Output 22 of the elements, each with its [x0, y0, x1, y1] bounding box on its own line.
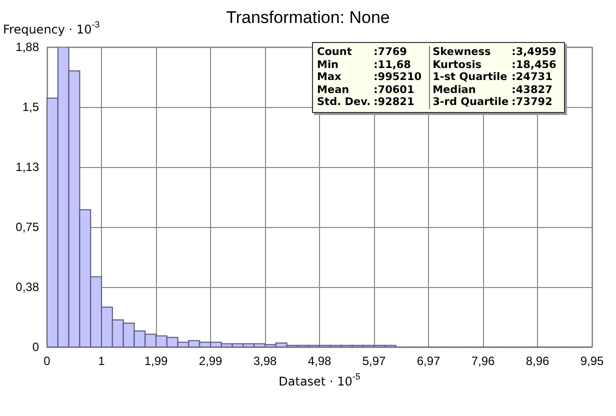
annotation: Std. Dev. :92821: [317, 96, 416, 108]
chart-title: Transformation: None: [226, 8, 390, 27]
x-tick-label: 4,98: [308, 354, 332, 368]
y-tick-label: 1,88: [16, 40, 40, 54]
x-tick-label: 2,99: [198, 354, 222, 368]
x-tick-label: 1,99: [144, 354, 168, 368]
x-tick-label: 8,96: [526, 354, 550, 368]
x-tick-label: 0: [44, 354, 51, 368]
x-tick-label: 3,98: [253, 354, 277, 368]
annotation: 3-rd Quartile :73792: [432, 96, 554, 108]
x-tick-label: 6,97: [416, 354, 440, 368]
y-tick-label: 0: [32, 340, 40, 354]
y-tick-label: 0,38: [16, 280, 40, 294]
annotation: 1-st Quartile :24731: [432, 71, 554, 84]
y-tick-label: 0,75: [16, 220, 40, 234]
x-tick-label: 5,97: [362, 354, 386, 368]
y-tick-label: 1,13: [16, 160, 40, 174]
y-tick-label: 1,5: [22, 100, 40, 114]
x-tick-label: 1: [98, 354, 106, 368]
statistics-panel: Count :7769 Skewness :3,4959 Min :11,68 Kurtosis :18,456 Max :995210 1-st Quartile :24731 Mean :70601 Median :43827 Std. Dev. :92821 3-rd Quartile :73792: [312, 42, 566, 112]
x-tick-label: 7,96: [471, 354, 495, 368]
x-tick-label: 9,95: [580, 354, 604, 368]
